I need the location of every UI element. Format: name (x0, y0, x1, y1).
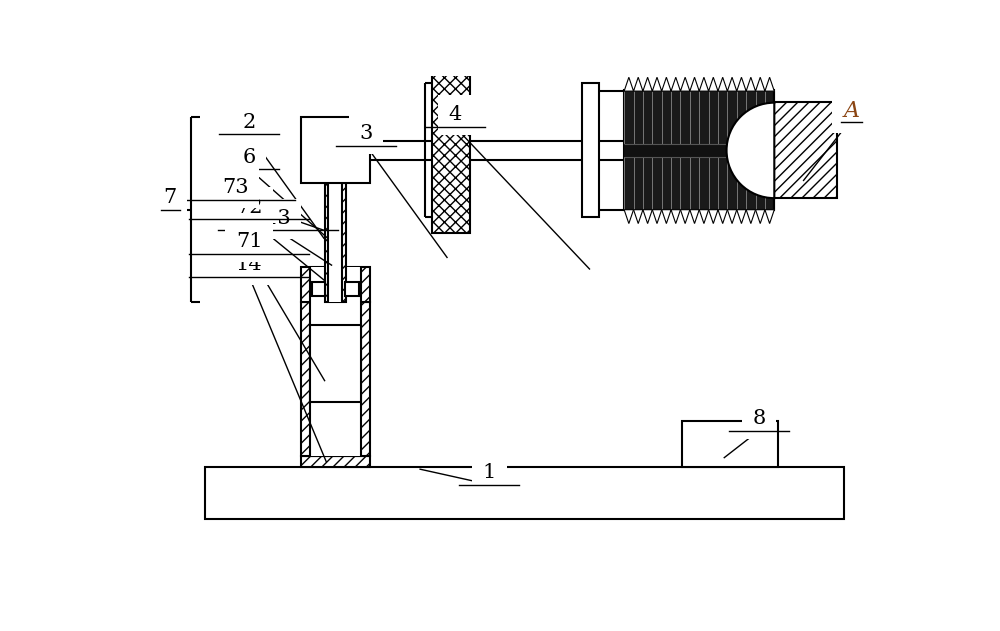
Bar (624, 90, 774, 209)
Polygon shape (718, 77, 727, 91)
Bar (624, 144, 774, 156)
Bar (345, 282, 359, 296)
Polygon shape (727, 209, 737, 223)
Polygon shape (699, 77, 709, 91)
Polygon shape (680, 209, 690, 223)
Polygon shape (709, 209, 718, 223)
Text: 4: 4 (448, 105, 461, 124)
Text: 1: 1 (483, 463, 496, 482)
Bar (301, 117, 370, 183)
Text: 7: 7 (163, 189, 176, 208)
Polygon shape (643, 209, 652, 223)
Bar (774, 102, 837, 198)
Polygon shape (643, 77, 652, 91)
Polygon shape (662, 209, 671, 223)
Bar (310, 325, 361, 402)
Text: 14: 14 (236, 256, 262, 274)
Bar (325, 183, 346, 302)
Text: 8: 8 (752, 410, 766, 428)
Text: 3: 3 (360, 124, 373, 143)
Bar (310, 302, 361, 456)
Polygon shape (671, 209, 680, 223)
Polygon shape (652, 209, 662, 223)
Text: 2: 2 (243, 113, 256, 132)
Polygon shape (756, 209, 765, 223)
Polygon shape (690, 209, 699, 223)
Text: 13: 13 (264, 209, 291, 228)
Bar (301, 268, 370, 302)
Polygon shape (671, 77, 680, 91)
Polygon shape (634, 77, 643, 91)
Polygon shape (727, 77, 737, 91)
Polygon shape (680, 77, 690, 91)
Polygon shape (746, 77, 756, 91)
Bar (682, 421, 778, 467)
Polygon shape (737, 77, 746, 91)
Wedge shape (727, 103, 774, 198)
Polygon shape (737, 209, 746, 223)
Text: 6: 6 (243, 148, 256, 167)
Text: A: A (843, 100, 859, 122)
Polygon shape (634, 209, 643, 223)
Bar (328, 183, 342, 302)
Polygon shape (624, 209, 634, 223)
Bar (582, 83, 599, 218)
Bar (205, 467, 844, 519)
Polygon shape (756, 77, 765, 91)
Bar (301, 302, 370, 456)
Polygon shape (699, 209, 709, 223)
Polygon shape (765, 77, 774, 91)
Bar (432, 68, 470, 233)
Polygon shape (746, 209, 756, 223)
Polygon shape (765, 209, 774, 223)
Text: 71: 71 (236, 232, 262, 251)
Bar (310, 268, 361, 302)
Polygon shape (690, 77, 699, 91)
Text: 72: 72 (236, 198, 262, 216)
Polygon shape (662, 77, 671, 91)
Polygon shape (718, 209, 727, 223)
Text: 73: 73 (222, 179, 249, 198)
Bar (312, 282, 325, 296)
Bar (301, 456, 370, 467)
Polygon shape (709, 77, 718, 91)
Polygon shape (652, 77, 662, 91)
Polygon shape (624, 77, 634, 91)
